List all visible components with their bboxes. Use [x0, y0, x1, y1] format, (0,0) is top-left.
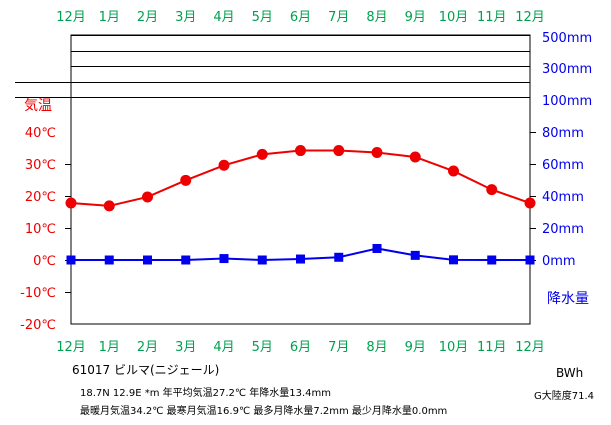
month-top-2: 2月	[137, 10, 158, 25]
precipitation-point	[143, 255, 152, 265]
temperature-point	[65, 197, 77, 209]
temp-tick-label: 20℃	[25, 190, 56, 205]
upper-scale-lines	[15, 35, 530, 98]
month-bottom-4: 4月	[213, 340, 234, 355]
precipitation-point	[66, 255, 76, 265]
precip-top-tick-label: 100mm	[542, 94, 592, 109]
month-bottom-8: 8月	[366, 340, 387, 355]
temp-tick-label: -10℃	[20, 286, 56, 301]
month-top-4: 4月	[213, 10, 234, 25]
temperature-point	[371, 146, 383, 158]
month-top-8: 8月	[366, 10, 387, 25]
month-top-6: 6月	[290, 10, 311, 25]
temp-tick-label: 0℃	[33, 254, 56, 269]
month-bottom-12: 12月	[515, 340, 545, 355]
month-labels-bottom: 12月 1月 2月 3月 4月 5月 6月 7月 8月 9月 10月 11月 12月	[56, 340, 545, 355]
temperature-point	[256, 148, 268, 160]
month-bottom-5: 5月	[252, 340, 273, 355]
station-label: 61017 ビルマ(ニジェール)	[72, 363, 220, 377]
precipitation-axis-title: 降水量	[547, 291, 589, 307]
precip-tick-label: 20mm	[542, 222, 584, 237]
extremes-summary: 最暖月気温34.2℃ 最寒月気温16.9℃ 最多月降水量7.2mm 最少月降水量…	[80, 406, 448, 417]
continentality-index: G大陸度71.4	[534, 391, 595, 402]
month-top-7: 7月	[328, 10, 349, 25]
precip-tick-label: 0mm	[542, 254, 576, 269]
precipitation-point	[296, 254, 305, 264]
month-bottom-7: 7月	[328, 340, 349, 355]
month-bottom-1: 1月	[99, 340, 120, 355]
temp-tick-label: -20℃	[20, 318, 56, 333]
temperature-point	[486, 184, 498, 196]
precipitation-point	[410, 250, 420, 260]
month-top-11: 11月	[477, 10, 507, 25]
month-labels-top: 12月 1月 2月 3月 4月 5月 6月 7月 8月 9月 10月 11月 12月	[56, 10, 545, 25]
temperature-axis-title: 気温	[24, 98, 52, 114]
precipitation-point	[372, 243, 382, 253]
precip-tick-label: 80mm	[542, 126, 584, 141]
temperature-point	[333, 145, 345, 157]
temperature-point	[448, 165, 459, 177]
month-bottom-0: 12月	[56, 340, 86, 355]
precip-tick-label: 40mm	[542, 190, 584, 205]
month-top-1: 1月	[99, 10, 120, 25]
precipitation-point	[181, 255, 191, 265]
precip-top-tick-label: 500mm	[542, 31, 592, 46]
month-bottom-3: 3月	[175, 340, 196, 355]
month-bottom-11: 11月	[477, 340, 507, 355]
temp-tick-label: 30℃	[25, 158, 56, 173]
temperature-line	[70, 149, 531, 207]
precipitation-point	[525, 255, 535, 265]
temp-tick-label: 10℃	[25, 222, 56, 237]
month-top-5: 5月	[252, 10, 273, 25]
precipitation-point	[334, 252, 344, 262]
temperature-point	[103, 200, 115, 212]
month-top-12: 12月	[515, 10, 545, 25]
precip-top-tick-label: 300mm	[542, 62, 592, 77]
climate-classification: BWh	[556, 366, 584, 380]
temperature-point	[295, 145, 306, 157]
temperature-axis: 気温 40℃ 30℃ 20℃ 10℃ 0℃ -10℃ -20℃	[20, 98, 71, 333]
month-top-0: 12月	[56, 10, 86, 25]
precipitation-point	[449, 255, 458, 265]
month-top-10: 10月	[439, 10, 469, 25]
precipitation-point	[219, 254, 229, 264]
precipitation-point	[487, 255, 497, 265]
precipitation-axis: 500mm 300mm 100mm 80mm 60mm 40mm 20mm 0mm 降水量	[530, 31, 592, 307]
month-bottom-6: 6月	[290, 340, 311, 355]
temperature-point	[180, 174, 192, 186]
temperature-point	[142, 191, 153, 203]
temperature-point	[218, 159, 230, 171]
precipitation-point	[257, 255, 267, 265]
month-top-9: 9月	[405, 10, 426, 25]
month-bottom-10: 10月	[439, 340, 469, 355]
temperature-point	[524, 197, 536, 209]
temp-tick-label: 40℃	[25, 126, 56, 141]
month-top-3: 3月	[175, 10, 196, 25]
month-bottom-9: 9月	[405, 340, 426, 355]
plot-frame	[70, 34, 531, 325]
precipitation-point	[104, 255, 114, 265]
coordinates-summary: 18.7N 12.9E *m 年平均気温27.2℃ 年降水量13.4mm	[80, 388, 332, 399]
plot-border	[70, 34, 531, 325]
month-bottom-2: 2月	[137, 340, 158, 355]
precip-tick-label: 60mm	[542, 158, 584, 173]
temperature-point	[409, 151, 421, 163]
series	[65, 145, 536, 265]
